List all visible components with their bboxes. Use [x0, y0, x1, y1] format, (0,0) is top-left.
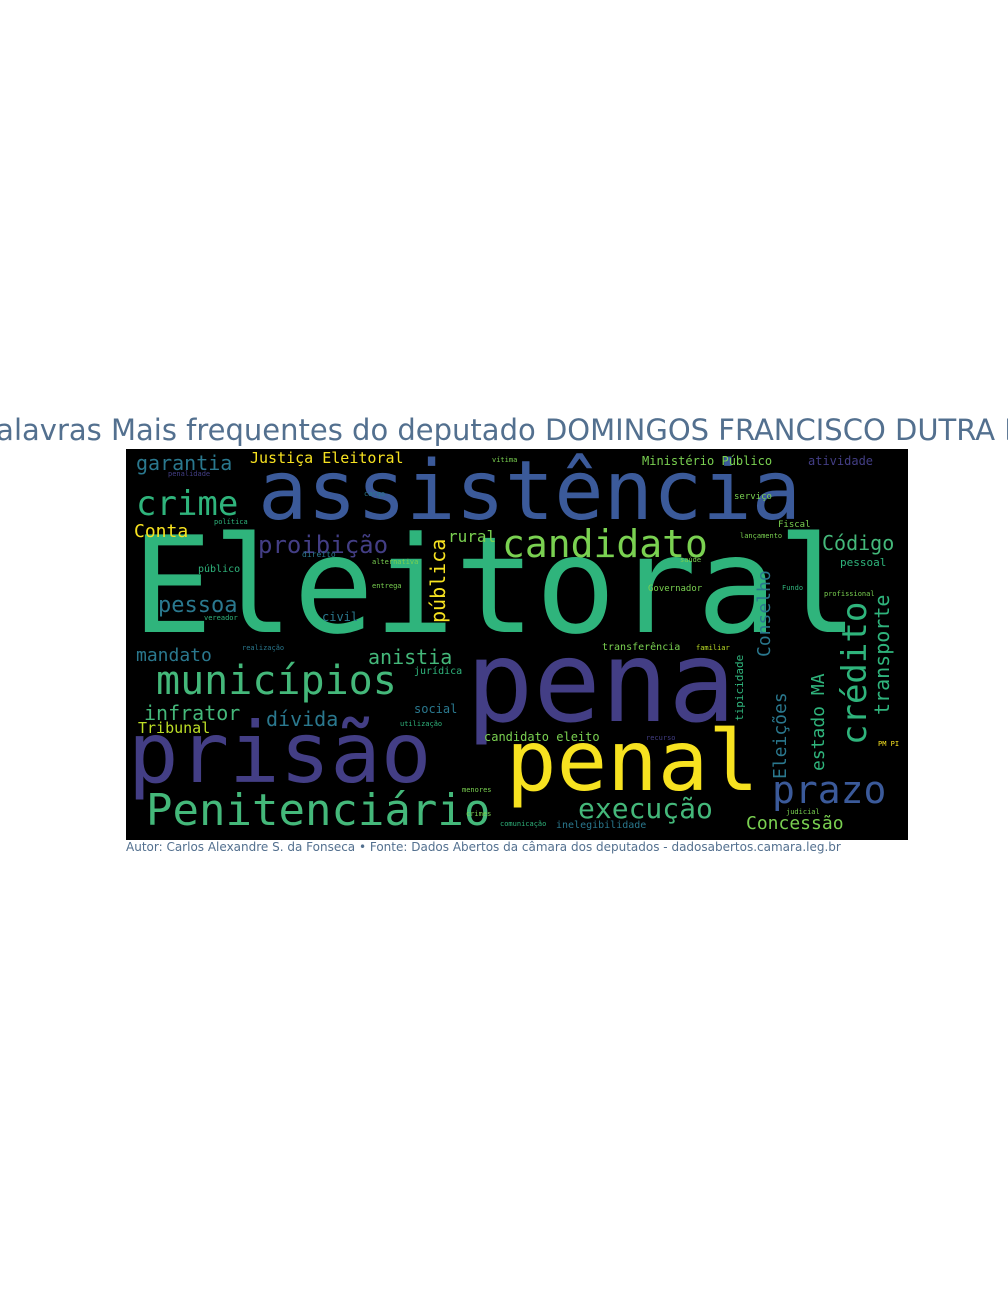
word-eleitoral: Eleitoral: [132, 508, 859, 664]
word-realizacao: realização: [242, 644, 285, 652]
word-transferencia: transferência: [602, 642, 681, 653]
word-vitima: vítima: [492, 456, 518, 464]
word-divida: dívida: [266, 707, 339, 731]
word-publica: pública: [426, 538, 450, 623]
word-direito: direito: [302, 550, 336, 559]
word-conta: Conta: [134, 521, 189, 542]
word-execucao: execução: [578, 792, 713, 825]
word-penal: penal: [506, 712, 759, 810]
word-alternativa: alternativa: [372, 558, 419, 566]
word-comunicacao: comunicação: [500, 820, 547, 828]
word-social: social: [414, 702, 458, 716]
word-penalidade: penalidade: [168, 470, 211, 478]
word-mandato: mandato: [136, 645, 212, 666]
word-penitenciario: Penitenciário: [146, 785, 491, 836]
word-justica-eleitoral: Justiça Eleitoral: [250, 449, 404, 467]
word-anistia: anistia: [368, 645, 453, 669]
word-utilizacao: utilização: [400, 720, 443, 728]
word-candidato: candidato: [502, 522, 708, 566]
word-atividade: atividade: [808, 454, 874, 468]
word-governador: Governador: [648, 584, 703, 594]
word-tipicidade: tipicidade: [733, 654, 746, 721]
word-vereador: vereador: [204, 614, 238, 622]
word-fundo: Fundo: [782, 584, 804, 592]
source-caption: Autor: Carlos Alexandre S. da Fonseca • …: [126, 840, 841, 854]
word-infrator: infrator: [144, 701, 241, 725]
word-familiar: familiar: [696, 644, 730, 652]
word-publico: público: [198, 564, 241, 575]
word-cloud: Eleitoral assistência pena prisão penal …: [126, 449, 908, 840]
word-pessoal: pessoal: [840, 556, 887, 569]
word-concessao: Concessão: [746, 813, 844, 834]
word-servico: serviço: [734, 492, 772, 502]
word-eleicoes: Eleições: [770, 692, 791, 779]
word-pm-pi: PM PI: [878, 740, 900, 748]
word-recurso: recurso: [646, 734, 676, 742]
word-pena: pena: [466, 618, 736, 748]
word-garantia: garantia: [136, 451, 233, 475]
word-civil: civil: [322, 610, 359, 624]
word-juridica: jurídica: [414, 666, 463, 677]
page-title-text: Palavras Mais frequentes do deputado DOM…: [0, 413, 1008, 447]
word-entrega: entrega: [372, 582, 402, 590]
word-proibicao: proibição: [258, 531, 389, 559]
word-inelegibilidade: inelegibilidade: [556, 820, 647, 831]
word-crime: crime: [136, 484, 239, 524]
word-cargo: cargo: [364, 490, 386, 498]
word-pessoa: pessoa: [158, 593, 238, 618]
word-prazo: prazo: [772, 768, 887, 812]
word-rural: rural: [448, 527, 497, 546]
word-ministerio-publico: Ministério Público: [642, 454, 773, 468]
word-codigo: Código: [822, 531, 895, 555]
word-fiscal: Fiscal: [778, 520, 811, 530]
word-conselho: Conselho: [754, 570, 775, 657]
word-lancamento: lançamento: [740, 532, 783, 540]
word-candidato-eleito: candidato eleito: [484, 730, 600, 744]
word-saude: saúde: [680, 556, 702, 564]
word-menores: menores: [462, 786, 492, 794]
word-municipios: municípios: [156, 658, 397, 704]
word-transporte: transporte: [870, 594, 894, 715]
word-credito: crédito: [835, 601, 875, 745]
word-crimes: crimes: [466, 810, 492, 818]
word-estado-ma: estado MA: [808, 673, 829, 771]
page-title: Palavras Mais frequentes do deputado DOM…: [0, 412, 1008, 448]
word-prisao: prisão: [128, 704, 432, 802]
word-politica: política: [214, 518, 248, 526]
word-profissional: profissional: [824, 590, 875, 598]
word-assistencia: assistência: [258, 449, 802, 539]
word-judicial: judicial: [786, 808, 820, 816]
word-tribunal: Tribunal: [138, 719, 211, 737]
